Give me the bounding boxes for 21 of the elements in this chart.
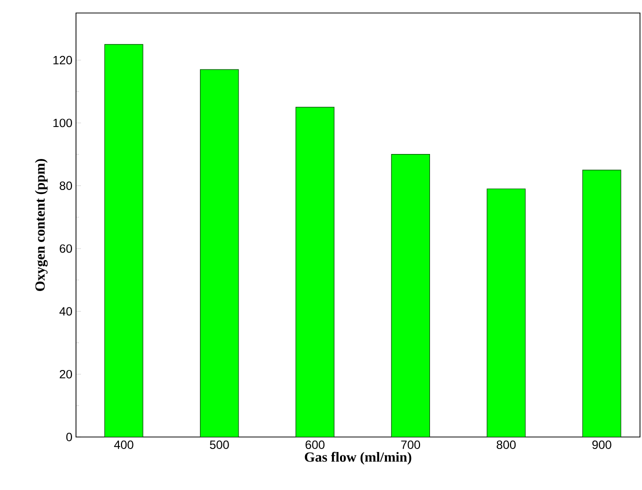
bar bbox=[296, 106, 334, 437]
y-tick-label: 100 bbox=[53, 118, 72, 128]
x-tick-label: 900 bbox=[592, 440, 612, 449]
y-tick-label: 0 bbox=[66, 432, 72, 442]
x-tick-label: 700 bbox=[401, 440, 420, 449]
x-axis-title: Gas flow (ml/min) bbox=[304, 452, 412, 465]
y-axis-title: Oxygen content (ppm) bbox=[34, 158, 48, 291]
y-tick-label: 80 bbox=[60, 182, 72, 190]
x-tick-label: 800 bbox=[496, 440, 516, 449]
bar bbox=[200, 69, 239, 437]
bar bbox=[486, 188, 526, 437]
x-tick-label: 500 bbox=[210, 440, 229, 449]
y-tick-label: 60 bbox=[60, 244, 72, 253]
x-tick-label: 600 bbox=[306, 440, 324, 449]
y-tick-label: 120 bbox=[53, 56, 72, 64]
bar bbox=[104, 44, 144, 437]
x-tick-label: 400 bbox=[114, 440, 134, 449]
bar bbox=[391, 154, 430, 437]
bar bbox=[582, 170, 622, 437]
y-tick-label: 20 bbox=[60, 370, 72, 378]
y-tick-label: 40 bbox=[59, 307, 72, 316]
